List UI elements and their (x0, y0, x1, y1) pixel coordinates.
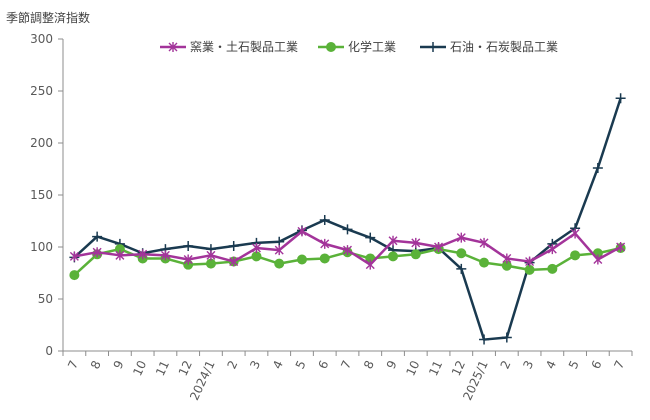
data-point (570, 250, 581, 261)
data-point (229, 256, 239, 267)
series (69, 93, 626, 345)
data-point (319, 214, 330, 225)
x-tick-label: 3 (520, 358, 536, 371)
data-point (251, 243, 261, 254)
data-point (296, 254, 307, 265)
series-line (73, 97, 622, 341)
data-point (69, 270, 80, 281)
y-tick-label: 100 (30, 240, 53, 254)
data-point (115, 250, 125, 261)
data-point (138, 249, 148, 260)
data-point (479, 237, 489, 248)
data-point (524, 264, 535, 275)
data-point (343, 245, 352, 256)
series (69, 226, 626, 270)
y-tick-label: 200 (30, 136, 53, 150)
data-point (342, 224, 353, 235)
data-point (274, 258, 285, 269)
x-tick-label: 11 (426, 358, 445, 378)
data-point (434, 242, 444, 252)
data-point (456, 263, 467, 274)
x-tick-label: 12 (449, 358, 468, 378)
data-point (388, 235, 398, 246)
data-point (274, 245, 284, 256)
x-tick-label: 4 (543, 358, 559, 371)
x-tick-label: 5 (566, 358, 582, 371)
data-point (365, 259, 375, 270)
data-point (479, 334, 490, 345)
data-point (479, 257, 490, 268)
x-tick-label: 2 (498, 358, 514, 371)
x-tick-label: 8 (361, 358, 377, 371)
y-tick-label: 300 (30, 32, 53, 46)
data-point (388, 251, 399, 262)
data-point (570, 228, 580, 239)
data-point (205, 258, 216, 269)
x-tick-label: 7 (338, 358, 354, 371)
x-tick-label: 7 (611, 358, 627, 371)
legend-label: 化学工業 (348, 39, 396, 54)
data-point (92, 231, 103, 242)
data-point (168, 42, 178, 52)
data-point (410, 249, 421, 260)
data-point (411, 237, 421, 248)
data-point (183, 254, 193, 265)
x-tick-label: 9 (111, 358, 127, 371)
y-axis: 0 50 100 150 200 250 300 (30, 32, 64, 358)
data-point (183, 240, 194, 251)
data-point (456, 248, 467, 259)
data-point (92, 247, 102, 258)
data-point (501, 332, 512, 343)
data-point (228, 240, 239, 251)
legend-label: 石油・石炭製品工業 (450, 40, 558, 54)
legend-item: 化学工業 (318, 39, 396, 54)
data-point (592, 162, 603, 173)
data-point (365, 232, 376, 243)
data-point (206, 250, 216, 261)
data-point (593, 254, 603, 265)
data-point (160, 250, 170, 261)
legend-item: 石油・石炭製品工業 (420, 40, 558, 54)
x-tick-label: 11 (153, 358, 172, 378)
x-tick-label: 12 (176, 358, 195, 378)
x-tick-label: 6 (589, 358, 605, 371)
data-point (502, 253, 512, 264)
data-point (615, 93, 626, 104)
y-tick-label: 0 (45, 344, 53, 358)
data-point (251, 251, 262, 262)
x-tick-label: 4 (270, 358, 286, 371)
data-point (547, 263, 558, 274)
x-tick-label: 2 (225, 358, 241, 371)
x-tick-label: 7 (65, 358, 81, 371)
y-axis-label: 季節調整済指数 (6, 10, 90, 25)
x-tick-label: 9 (384, 358, 400, 371)
y-tick-label: 150 (30, 188, 53, 202)
data-point (319, 253, 330, 264)
series-layer (69, 93, 626, 345)
x-tick-label: 6 (316, 358, 332, 371)
y-tick-label: 50 (38, 292, 53, 306)
x-tick-label: 8 (88, 358, 104, 371)
data-point (428, 42, 438, 52)
legend-label: 窯業・土石製品工業 (190, 39, 298, 54)
data-point (69, 251, 79, 262)
y-tick-label: 250 (30, 84, 53, 98)
data-point (297, 226, 307, 237)
legend: 窯業・土石製品工業 化学工業 石油・石炭製品工業 (160, 39, 558, 54)
legend-item: 窯業・土石製品工業 (160, 39, 298, 54)
data-point (326, 42, 336, 52)
x-tick-label: 5 (293, 358, 309, 371)
data-point (320, 238, 330, 249)
x-tick-label: 3 (247, 358, 263, 371)
data-point (525, 256, 535, 267)
x-tick-label: 10 (403, 358, 422, 378)
data-point (547, 244, 557, 255)
data-point (616, 242, 626, 252)
data-point (456, 232, 466, 243)
x-tick-label: 10 (130, 358, 149, 378)
